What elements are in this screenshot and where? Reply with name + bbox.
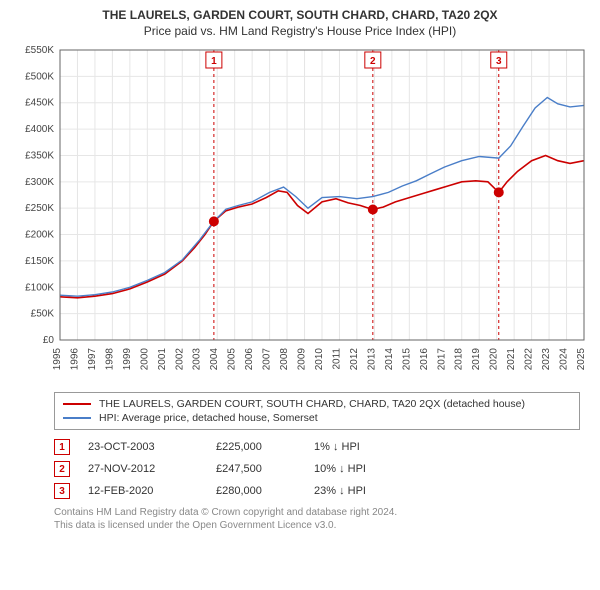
transaction-date: 27-NOV-2012 <box>88 463 198 475</box>
legend-row: HPI: Average price, detached house, Some… <box>63 411 571 425</box>
svg-text:3: 3 <box>496 56 502 67</box>
transaction-price: £247,500 <box>216 463 296 475</box>
svg-text:£250K: £250K <box>25 203 54 214</box>
svg-text:£500K: £500K <box>25 71 54 82</box>
transaction-date: 23-OCT-2003 <box>88 441 198 453</box>
svg-text:2015: 2015 <box>401 348 412 371</box>
chart-svg: £0 £50K £100K £150K £200K £250K £300K £350K £400… <box>10 44 590 384</box>
svg-text:£50K: £50K <box>31 309 55 320</box>
transaction-row: 2 27-NOV-2012 £247,500 10% ↓ HPI <box>54 458 580 480</box>
svg-text:2019: 2019 <box>471 348 482 371</box>
svg-text:2009: 2009 <box>297 348 308 371</box>
svg-text:1995: 1995 <box>52 348 63 371</box>
transaction-price: £225,000 <box>216 441 296 453</box>
svg-text:2007: 2007 <box>262 348 273 371</box>
svg-text:£150K: £150K <box>25 256 54 267</box>
legend-swatch <box>63 403 91 405</box>
svg-text:2012: 2012 <box>349 348 360 371</box>
chart-container: THE LAURELS, GARDEN COURT, SOUTH CHARD, … <box>0 0 600 540</box>
transaction-row: 3 12-FEB-2020 £280,000 23% ↓ HPI <box>54 480 580 502</box>
svg-text:£100K: £100K <box>25 282 54 293</box>
transaction-diff: 1% ↓ HPI <box>314 441 414 453</box>
transaction-marker: 3 <box>54 483 70 499</box>
transaction-diff: 10% ↓ HPI <box>314 463 414 475</box>
footer-line-2: This data is licensed under the Open Gov… <box>54 519 580 532</box>
svg-text:2022: 2022 <box>524 348 535 371</box>
footer-line-1: Contains HM Land Registry data © Crown c… <box>54 506 580 519</box>
svg-text:£550K: £550K <box>25 45 54 56</box>
svg-text:2003: 2003 <box>192 348 203 371</box>
svg-text:£350K: £350K <box>25 150 54 161</box>
svg-text:2021: 2021 <box>506 348 517 371</box>
transaction-diff: 23% ↓ HPI <box>314 485 414 497</box>
svg-text:2020: 2020 <box>489 348 500 371</box>
svg-text:2000: 2000 <box>139 348 150 371</box>
line-chart: £0 £50K £100K £150K £200K £250K £300K £350K £400… <box>10 44 590 384</box>
svg-text:£450K: £450K <box>25 98 54 109</box>
svg-text:2008: 2008 <box>279 348 290 371</box>
transaction-row: 1 23-OCT-2003 £225,000 1% ↓ HPI <box>54 436 580 458</box>
footer-attribution: Contains HM Land Registry data © Crown c… <box>54 506 580 532</box>
svg-text:2001: 2001 <box>157 348 168 371</box>
svg-text:£300K: £300K <box>25 177 54 188</box>
svg-text:2010: 2010 <box>314 348 325 371</box>
svg-text:2: 2 <box>370 56 376 67</box>
svg-text:2016: 2016 <box>419 348 430 371</box>
legend-swatch <box>63 417 91 419</box>
transaction-table: 1 23-OCT-2003 £225,000 1% ↓ HPI 2 27-NOV-2012… <box>54 436 580 502</box>
svg-text:2002: 2002 <box>174 348 185 371</box>
svg-text:2023: 2023 <box>541 348 552 371</box>
svg-text:£0: £0 <box>43 335 55 346</box>
svg-text:1996: 1996 <box>69 348 80 371</box>
svg-text:£400K: £400K <box>25 124 54 135</box>
chart-subtitle: Price paid vs. HM Land Registry's House … <box>10 24 590 38</box>
svg-text:£200K: £200K <box>25 230 54 241</box>
svg-text:2004: 2004 <box>209 348 220 371</box>
transaction-marker: 2 <box>54 461 70 477</box>
legend-label: THE LAURELS, GARDEN COURT, SOUTH CHARD, … <box>99 398 525 410</box>
svg-text:2013: 2013 <box>366 348 377 371</box>
svg-text:2025: 2025 <box>576 348 587 371</box>
transaction-price: £280,000 <box>216 485 296 497</box>
svg-text:2011: 2011 <box>331 348 342 370</box>
svg-text:1999: 1999 <box>122 348 133 371</box>
legend-row: THE LAURELS, GARDEN COURT, SOUTH CHARD, … <box>63 397 571 411</box>
svg-text:1998: 1998 <box>104 348 115 371</box>
legend: THE LAURELS, GARDEN COURT, SOUTH CHARD, … <box>54 392 580 430</box>
svg-text:2005: 2005 <box>227 348 238 371</box>
chart-title: THE LAURELS, GARDEN COURT, SOUTH CHARD, … <box>10 8 590 22</box>
svg-text:2006: 2006 <box>244 348 255 371</box>
svg-text:2014: 2014 <box>384 348 395 371</box>
transaction-marker: 1 <box>54 439 70 455</box>
svg-text:1: 1 <box>211 56 217 67</box>
svg-text:2018: 2018 <box>454 348 465 371</box>
svg-text:1997: 1997 <box>87 348 98 371</box>
svg-text:2024: 2024 <box>559 348 570 371</box>
transaction-date: 12-FEB-2020 <box>88 485 198 497</box>
legend-label: HPI: Average price, detached house, Some… <box>99 412 318 424</box>
svg-text:2017: 2017 <box>436 348 447 371</box>
